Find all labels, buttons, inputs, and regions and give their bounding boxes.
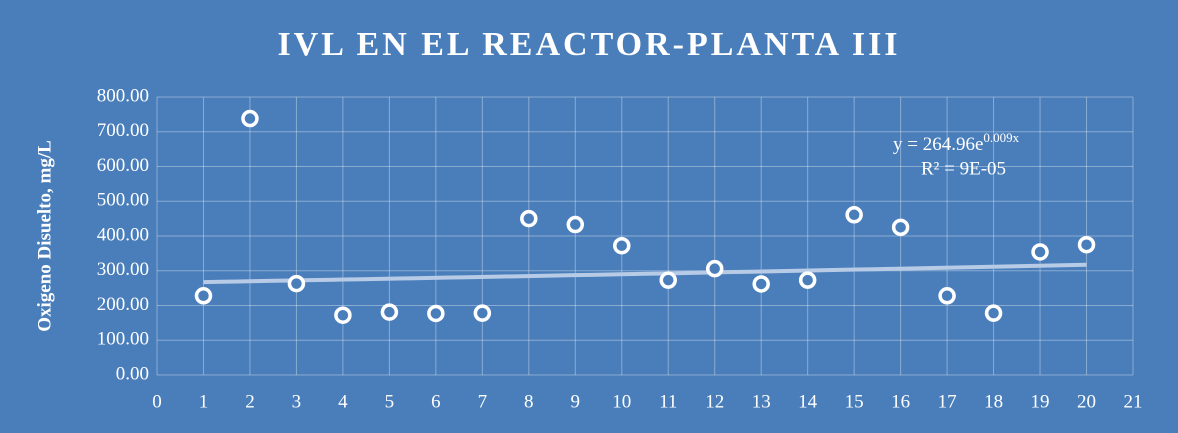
- x-tick-label: 6: [431, 391, 441, 412]
- x-tick-label: 16: [891, 391, 910, 412]
- x-tick-label: 10: [612, 391, 631, 412]
- data-point: [427, 304, 445, 323]
- x-tick-label: 17: [938, 391, 957, 412]
- x-tick-label: 8: [524, 391, 534, 412]
- data-point: [287, 274, 306, 293]
- x-tick-label: 3: [292, 391, 302, 412]
- y-tick-label: 0.00: [116, 363, 149, 384]
- equation-base: y = 264.96e: [893, 134, 983, 155]
- y-tick-label: 200.00: [97, 294, 149, 315]
- data-point: [891, 218, 910, 237]
- x-tick-label: 0: [152, 391, 162, 412]
- data-point: [194, 287, 213, 305]
- data-point: [798, 271, 817, 289]
- data-point: [938, 287, 956, 305]
- x-tick-label: 2: [245, 391, 255, 412]
- y-axis-label: Oxigeno Disuelto, mg/L: [34, 140, 55, 332]
- y-tick-label: 600.00: [97, 155, 149, 176]
- data-point: [380, 303, 399, 321]
- x-tick-label: 9: [571, 391, 581, 412]
- data-point: [752, 275, 770, 293]
- x-tick-label: 21: [1124, 391, 1143, 412]
- data-point: [705, 259, 724, 278]
- equation-exponent: 0.009x: [983, 130, 1019, 145]
- trendline: [203, 262, 1087, 285]
- x-tick-label: 19: [1031, 391, 1050, 412]
- chart-title: IVL EN EL REACTOR-PLANTA III: [277, 26, 900, 63]
- x-tick-label: 1: [199, 391, 209, 412]
- x-tick-label: 7: [478, 391, 488, 412]
- x-tick-label: 13: [752, 391, 771, 412]
- data-point: [984, 304, 1003, 322]
- data-point: [845, 206, 863, 224]
- data-point: [1077, 235, 1096, 254]
- x-tick-label: 18: [984, 391, 1003, 412]
- y-tick-label: 500.00: [97, 190, 149, 211]
- trendline-equation: y = 264.96e0.009x: [893, 130, 1020, 155]
- trendline-r2: R² = 9E-05: [921, 158, 1006, 179]
- x-tick-label: 12: [705, 391, 724, 412]
- x-tick-label: 4: [338, 391, 348, 412]
- data-point: [566, 215, 585, 234]
- y-tick-label: 400.00: [97, 224, 149, 245]
- y-tick-label: 100.00: [97, 329, 149, 350]
- x-tick-label: 14: [798, 391, 818, 412]
- x-tick-label: 15: [845, 391, 864, 412]
- y-tick-label: 300.00: [97, 259, 149, 280]
- x-tick-label: 11: [659, 391, 677, 412]
- data-point: [1031, 243, 1049, 261]
- data-point: [241, 109, 259, 128]
- data-point: [613, 236, 631, 255]
- y-tick-label: 800.00: [97, 85, 149, 106]
- data-point: [520, 209, 538, 228]
- data-point: [473, 304, 492, 322]
- data-point: [659, 271, 677, 289]
- y-tick-label: 700.00: [97, 120, 149, 141]
- data-point: [334, 306, 352, 324]
- x-tick-label: 20: [1077, 391, 1096, 412]
- x-tick-label: 5: [385, 391, 395, 412]
